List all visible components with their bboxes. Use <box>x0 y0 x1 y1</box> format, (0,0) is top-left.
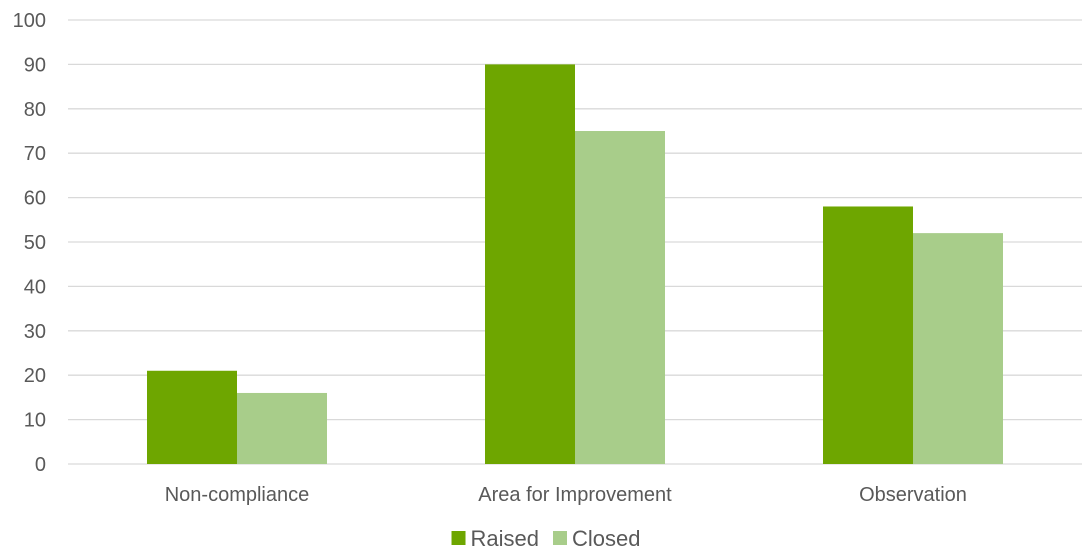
y-tick-label: 70 <box>24 143 46 165</box>
legend-swatch <box>553 531 567 545</box>
x-axis-ticks: Non-compliance Area for Improvement Observ… <box>165 484 967 506</box>
y-tick-label: 60 <box>24 188 46 210</box>
legend: Raised Closed <box>451 526 640 551</box>
x-tick-label: Non-compliance <box>165 484 310 506</box>
y-axis-ticks: 0 10 20 30 40 50 60 70 80 90 100 <box>13 10 46 476</box>
y-tick-label: 80 <box>24 99 46 121</box>
legend-item-raised: Raised <box>451 526 539 551</box>
bars <box>147 64 1003 465</box>
bar-closed-2 <box>913 233 1003 464</box>
x-tick-label: Area for Improvement <box>478 484 672 506</box>
bar-closed-0 <box>237 392 327 464</box>
y-tick-label: 90 <box>24 54 46 76</box>
legend-label: Closed <box>572 526 640 551</box>
y-tick-label: 30 <box>24 321 46 343</box>
legend-item-closed: Closed <box>553 526 640 551</box>
y-tick-label: 0 <box>35 454 46 476</box>
legend-label: Raised <box>471 526 539 551</box>
bar-raised-0 <box>147 370 237 464</box>
x-tick-label: Observation <box>859 484 967 506</box>
y-tick-label: 10 <box>24 410 46 432</box>
y-tick-label: 40 <box>24 276 46 298</box>
bar-raised-1 <box>485 64 575 465</box>
bar-raised-2 <box>823 206 913 465</box>
y-tick-label: 20 <box>24 365 46 387</box>
y-tick-label: 100 <box>13 10 46 32</box>
y-tick-label: 50 <box>24 232 46 254</box>
legend-swatch <box>451 531 466 545</box>
bar-closed-1 <box>575 131 665 464</box>
